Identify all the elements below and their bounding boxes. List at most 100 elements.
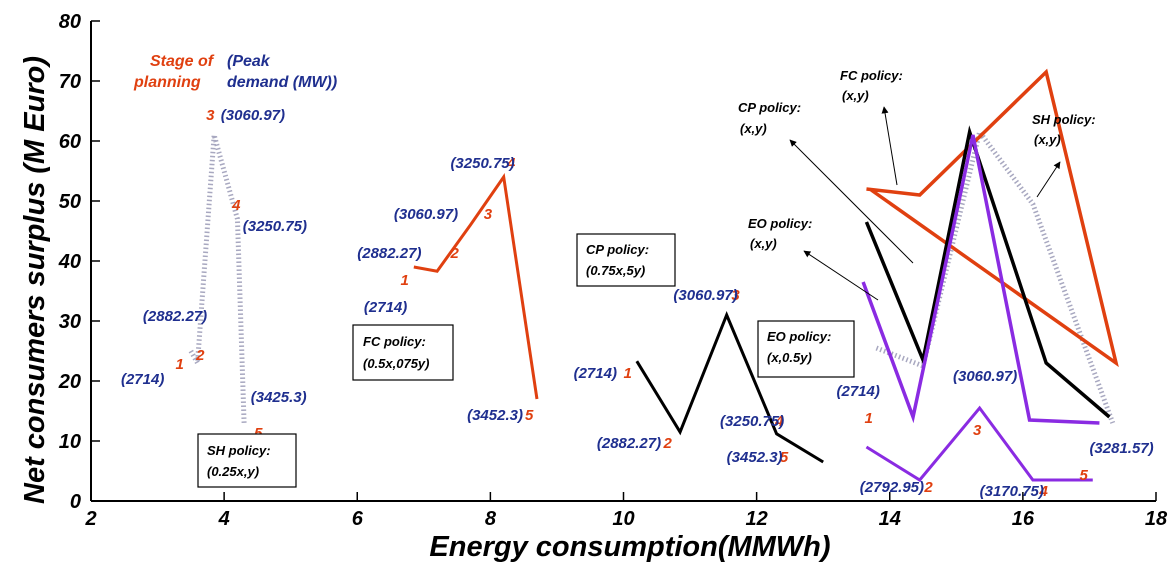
series-layer xyxy=(188,68,1119,482)
y-tick-label: 70 xyxy=(59,71,81,93)
legend-stage-header: Stage of planning xyxy=(133,53,218,91)
y-tick-label: 0 xyxy=(70,491,81,513)
x-tick-label: 14 xyxy=(879,508,901,530)
annotation-box xyxy=(576,233,676,287)
annotation-text: (x,y) xyxy=(1034,132,1061,147)
peak-demand-label: (3452.3) xyxy=(467,407,523,424)
y-tick-label: 50 xyxy=(59,191,81,213)
annotation-text: (0.25x,y) xyxy=(207,464,259,479)
stage-label: 4 xyxy=(1039,483,1049,500)
legend-stage-line-1: Stage of xyxy=(150,53,215,70)
peak-demand-label: (2792.95) xyxy=(860,479,924,496)
stage-label: 5 xyxy=(525,407,534,424)
stage-label: 4 xyxy=(774,413,784,430)
stage-label: 3 xyxy=(484,206,493,223)
annotation-text: SH policy: xyxy=(207,443,271,458)
peak-demand-label: (2714) xyxy=(121,371,164,388)
series-line xyxy=(865,405,1093,482)
annotation-text: EO policy: xyxy=(767,329,831,344)
y-tick-label: 20 xyxy=(58,371,81,393)
annotation-fc-xy: FC policy: (x,y) xyxy=(840,68,903,186)
legend-header: Stage of planning (Peak demand (MW)) xyxy=(133,53,337,91)
stage-label: 3 xyxy=(731,287,740,304)
stage-label: 4 xyxy=(231,197,241,214)
x-tick-label: 6 xyxy=(352,508,364,530)
peak-demand-label: (3452.3) xyxy=(727,449,783,466)
annotation-eo-xy: EO policy: (x,y) xyxy=(748,216,879,301)
legend-peak-line-1: (Peak xyxy=(227,53,271,70)
legend-peak-header: (Peak demand (MW)) xyxy=(227,53,337,91)
stage-label: 2 xyxy=(195,347,205,364)
annotation-arrow xyxy=(789,139,914,264)
stage-label: 1 xyxy=(401,272,409,289)
annotation-text: EO policy: xyxy=(748,216,812,231)
series-line xyxy=(875,126,1116,424)
peak-demand-label: (2714) xyxy=(574,365,617,382)
stage-label: 2 xyxy=(923,479,933,496)
stage-label: 5 xyxy=(780,449,789,466)
peak-demand-label: (3281.57) xyxy=(1089,440,1153,457)
annotation-text: (x,y) xyxy=(750,236,777,251)
stage-label: 2 xyxy=(449,245,459,262)
x-tick-label: 8 xyxy=(485,508,497,530)
stage-label: 1 xyxy=(864,410,872,427)
annotation-text: CP policy: xyxy=(738,100,801,115)
legend-peak-line-2: demand (MW)) xyxy=(227,74,337,91)
annotation-arrow xyxy=(1036,161,1061,198)
annotation-box xyxy=(757,320,855,378)
series-line xyxy=(188,134,247,424)
peak-demand-label: (2714) xyxy=(837,383,880,400)
annotation-box xyxy=(197,433,297,488)
series-line xyxy=(864,125,1111,419)
label-layer: 34215432151324513245(3060.97)(3250.75)(2… xyxy=(121,107,1154,500)
annotation-text: FC policy: xyxy=(840,68,903,83)
stage-label: 2 xyxy=(662,435,672,452)
annotation-arrow xyxy=(803,250,879,301)
annotation-text: FC policy: xyxy=(363,334,426,349)
annotation-sh-xy: SH policy: (x,y) xyxy=(1032,112,1096,198)
annotation-text: (0.5x,075y) xyxy=(363,356,430,371)
annotation-text: (x,0.5y) xyxy=(767,350,812,365)
annotation-cp-xy: CP policy: (x,y) xyxy=(738,100,914,264)
x-tick-label: 10 xyxy=(612,508,634,530)
annotation-box xyxy=(352,324,454,381)
legend-stage-line-2: planning xyxy=(133,74,201,91)
annotation-eo-05: EO policy: (x,0.5y) xyxy=(757,320,855,378)
y-tick-label: 40 xyxy=(58,251,81,273)
annotation-text: (x,y) xyxy=(740,121,767,136)
stage-label: 1 xyxy=(624,365,632,382)
series-line xyxy=(866,68,1119,368)
peak-demand-label: (3425.3) xyxy=(251,389,307,406)
y-tick-label: 30 xyxy=(59,311,81,333)
peak-demand-label: (2714) xyxy=(364,299,407,316)
x-axis-title: Energy consumption(MMWh) xyxy=(429,531,830,562)
stage-label: 1 xyxy=(176,356,184,373)
peak-demand-label: (3250.75) xyxy=(243,218,307,235)
peak-demand-label: (2882.27) xyxy=(143,308,207,325)
series-line xyxy=(861,134,1100,425)
annotation-sh-025: SH policy: (0.25x,y) xyxy=(197,433,297,488)
stage-label: 3 xyxy=(206,107,215,124)
peak-demand-label: (3060.97) xyxy=(953,368,1017,385)
x-tick-label: 4 xyxy=(218,508,230,530)
peak-demand-label: (3250.75) xyxy=(720,413,784,430)
peak-demand-label: (3060.97) xyxy=(221,107,285,124)
x-tick-label: 12 xyxy=(746,508,768,530)
annotation-fc-05: FC policy: (0.5x,075y) xyxy=(352,324,454,381)
y-axis-title: Net consumers surplus (M Euro) xyxy=(19,56,51,504)
stage-label: 3 xyxy=(973,422,982,439)
peak-demand-label: (2882.27) xyxy=(597,435,661,452)
annotation-cp-075: CP policy: (0.75x,5y) xyxy=(576,233,676,287)
peak-demand-label: (3170.75) xyxy=(980,483,1044,500)
stage-label: 5 xyxy=(1079,467,1088,484)
y-tick-label: 10 xyxy=(59,431,81,453)
peak-demand-label: (3060.97) xyxy=(673,287,737,304)
annotation-text: (0.75x,5y) xyxy=(586,263,645,278)
annotation-arrow xyxy=(881,106,898,186)
x-tick-label: 18 xyxy=(1145,508,1168,530)
y-tick-label: 60 xyxy=(59,131,81,153)
x-tick-label: 2 xyxy=(84,508,96,530)
y-tick-label: 80 xyxy=(59,11,81,33)
